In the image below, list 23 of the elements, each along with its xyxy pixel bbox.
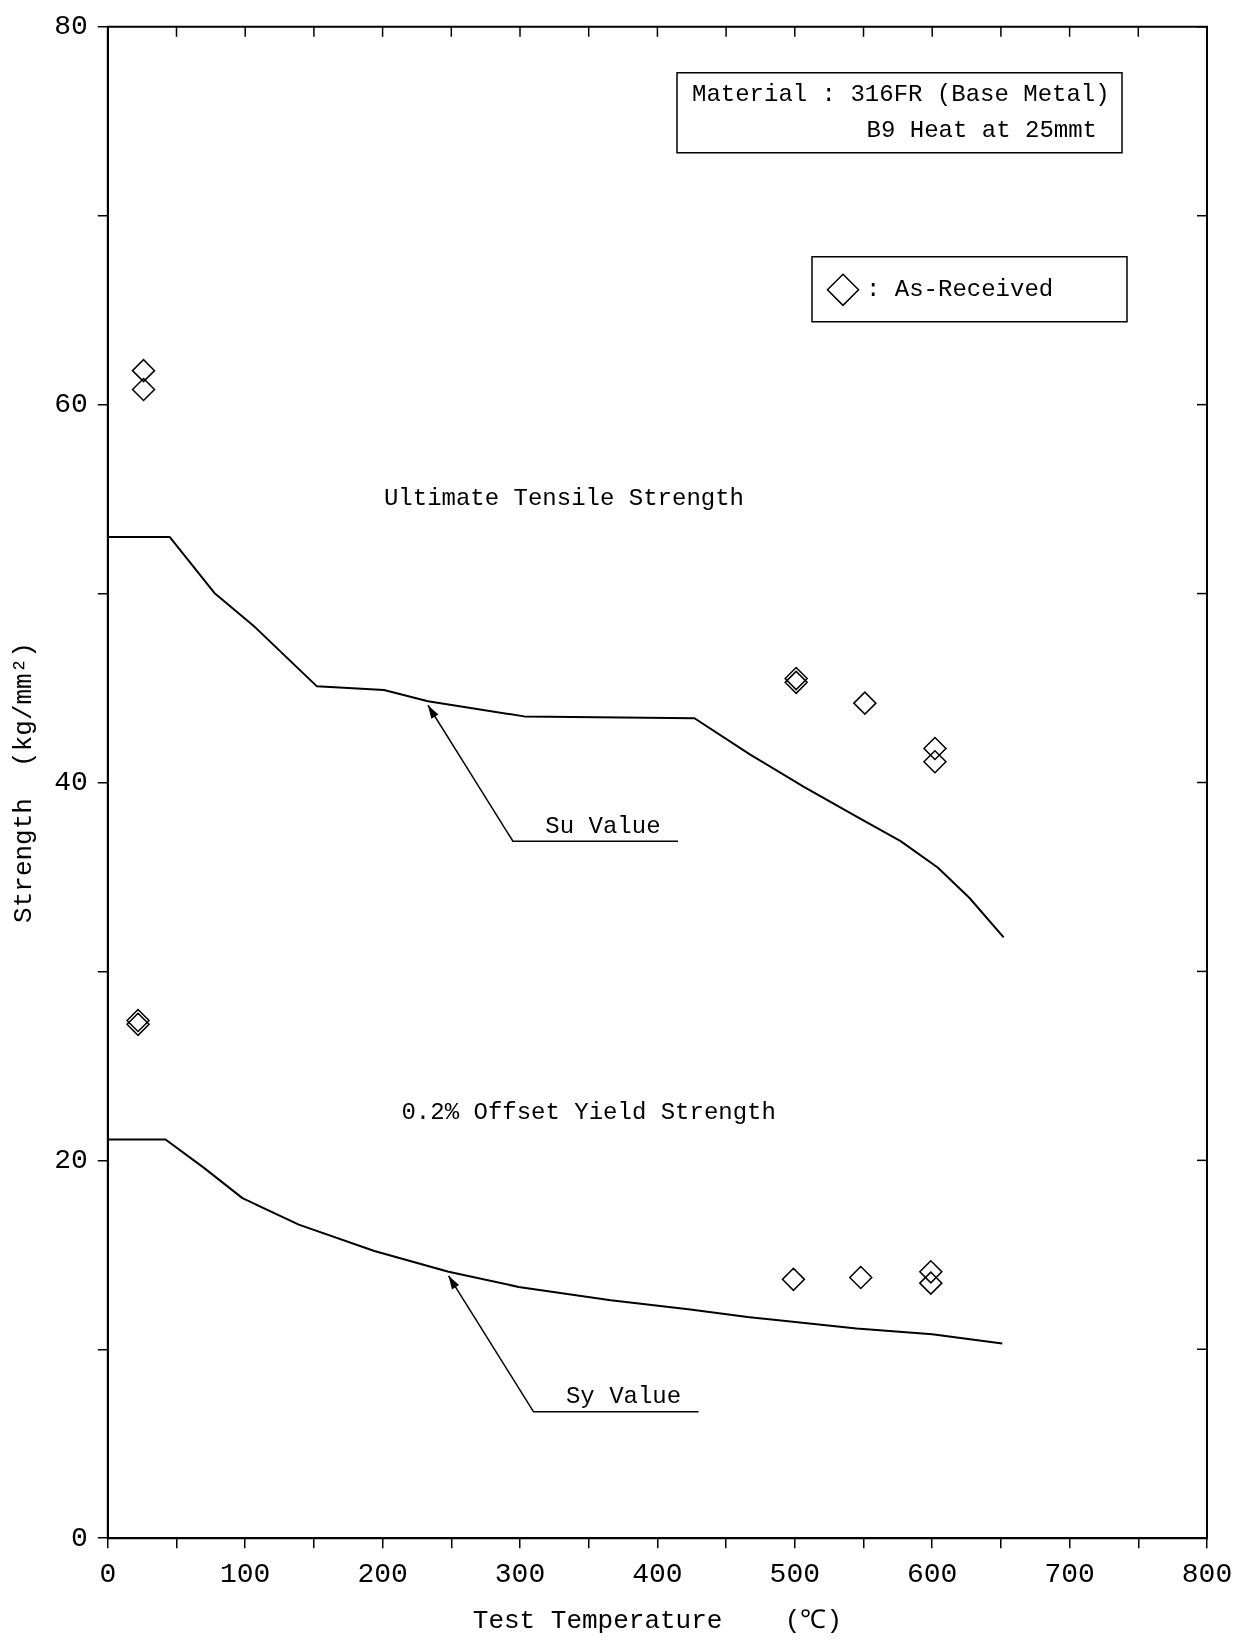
y-tick-label: 20 [54,1144,88,1176]
x-axis-title: Test Temperature (℃) [472,1606,843,1637]
x-tick-label: 700 [1044,1559,1095,1591]
y-axis-title: Strength (kg/mm²) [9,642,40,923]
x-tick-label: 300 [494,1559,546,1591]
y-tick-label: 80 [54,11,88,43]
x-tick-label: 0 [99,1559,117,1591]
annotation: Sy Value [565,1383,682,1411]
x-tick-label: 800 [1181,1559,1233,1591]
x-tick-label: 400 [632,1559,683,1591]
annotation: 0.2% Offset Yield Strength [401,1099,776,1127]
annotation: Ultimate Tensile Strength [383,485,744,513]
x-tick-label: 600 [906,1559,958,1591]
annotation: Su Value [545,812,661,840]
y-tick-label: 0 [70,1522,88,1554]
annotation: B9 Heat at 25mmt [866,117,1097,145]
x-tick-label: 500 [769,1559,821,1591]
legend-label: : As-Received [866,276,1054,304]
y-tick-label: 60 [54,389,88,421]
x-tick-label: 200 [357,1559,408,1591]
x-tick-label: 100 [219,1559,271,1591]
annotation: Material : 316FR (Base Metal) [692,81,1110,109]
y-tick-label: 40 [54,766,88,798]
